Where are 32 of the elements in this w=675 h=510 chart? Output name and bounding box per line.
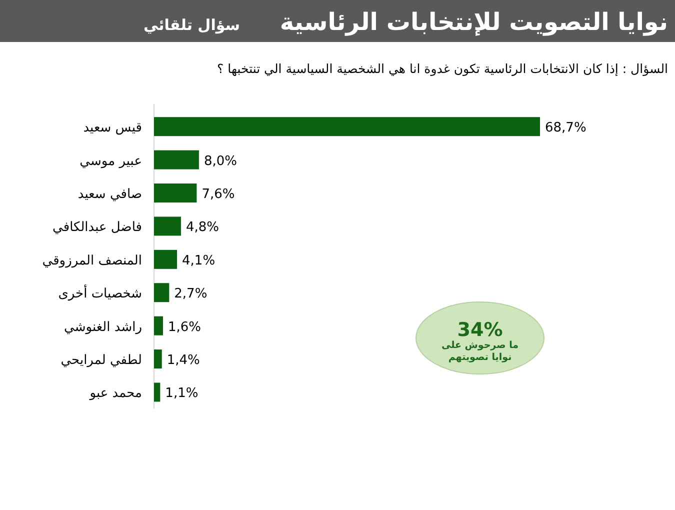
y-tick-label: صافي سعيد: [78, 187, 142, 202]
bar: [154, 117, 540, 136]
bar: [154, 316, 163, 336]
data-label: 7,6%: [202, 187, 235, 202]
data-label: 8,0%: [204, 154, 237, 169]
y-tick-label: قيس سعيد: [83, 120, 142, 136]
data-label: 4,1%: [182, 253, 216, 268]
y-tick-label: راشد الغنوشي: [64, 320, 142, 335]
y-tick-label: محمد عبو: [88, 386, 142, 402]
chart-title: نوايا التصويت للإنتخابات الرئاسية: [280, 8, 668, 36]
bar: [154, 150, 199, 170]
y-tick-label: لطفي لمرايحي: [60, 353, 142, 368]
y-tick-label: عبير موسي: [80, 154, 142, 169]
data-label: 2,7%: [174, 286, 208, 302]
bar: [154, 216, 181, 236]
data-label: 4,8%: [186, 220, 219, 236]
data-label: 68,7%: [545, 120, 586, 136]
chart-subtitle: سؤال تلقائي: [143, 16, 240, 34]
bar: [154, 250, 178, 269]
data-label: 1,1%: [165, 386, 198, 402]
data-label: 1,6%: [168, 320, 202, 335]
y-tick-label: شخصيات أخرى: [58, 284, 142, 302]
y-tick-label: فاضل عبدالكافي: [52, 220, 142, 236]
bar: [154, 350, 162, 368]
bar: [154, 184, 197, 202]
annotation: ما صرحوش على نوايا تصويتهم: [440, 340, 520, 364]
text: السؤال : إذا كان الانتخابات الرئاسية تكون غدوة انا هي الشخصية السياسية الي تنتخبها ؟: [217, 61, 668, 77]
y-tick-label: المنصف المرزوقي: [42, 253, 142, 268]
bar: [154, 382, 160, 402]
data-label: 1,4%: [166, 353, 200, 368]
annotation: 34%: [457, 319, 503, 341]
bar: [154, 283, 170, 302]
